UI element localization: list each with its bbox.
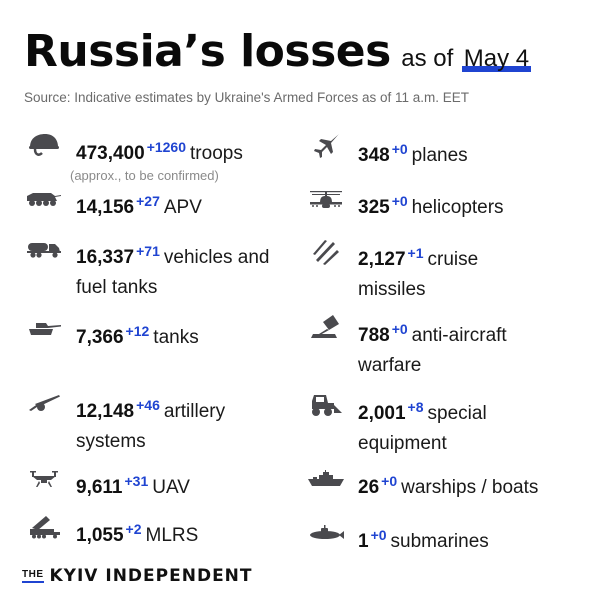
helmet-icon [24, 132, 64, 158]
stat-helicopters: 325 +0 helicopters [306, 186, 504, 223]
title-main: Russia’s losses [24, 26, 391, 77]
stat-vehicles: 16,337 +71 vehicles and fuel tanks [24, 236, 270, 303]
title-prefix: as of [401, 45, 454, 72]
stat-troops: 473,400 +1260 troops (approx., to be confi… [24, 132, 243, 183]
stat-submarines: 1 +0 submarines [306, 520, 489, 557]
troops-note: (approx., to be confirmed) [70, 168, 219, 183]
tank-icon [24, 316, 64, 342]
anti-aircraft-icon [306, 314, 346, 340]
artillery-icon [24, 390, 64, 416]
apv-icon [24, 186, 64, 212]
plane-icon [306, 134, 346, 160]
stat-artillery: 12,148 +46 artillery systems [24, 390, 225, 457]
stat-anti-aircraft: 788 +0 anti-aircraft warfare [306, 314, 507, 381]
title-date: May 4 [461, 45, 532, 72]
stat-mlrs: 1,055 +2 MLRS [24, 514, 198, 551]
submarine-icon [306, 520, 346, 546]
bulldozer-icon [306, 392, 346, 418]
source-note: Source: Indicative estimates by Ukraine'… [24, 90, 470, 105]
stat-tanks: 7,366 +12 tanks [24, 316, 199, 353]
stat-warships: 26 +0 warships / boats [306, 466, 538, 503]
page-title: Russia’s losses as of May 4 [24, 26, 532, 77]
warship-icon [306, 466, 346, 492]
fuel-truck-icon [24, 236, 64, 262]
brand-name: KYIV INDEPENDENT [49, 566, 253, 586]
helicopter-icon [306, 186, 346, 212]
stat-uav: 9,611 +31 UAV [24, 466, 190, 503]
brand-the: THE [22, 569, 44, 583]
stat-special-equipment: 2,001 +8 special equipment [306, 392, 487, 459]
drone-icon [24, 466, 64, 492]
missile-icon [306, 238, 346, 265]
stat-planes: 348 +0 planes [306, 134, 468, 171]
brand-logo: THE KYIV INDEPENDENT [22, 566, 253, 586]
stat-apv: 14,156 +27 APV [24, 186, 202, 223]
stat-missiles: 2,127 +1 cruise missiles [306, 238, 478, 305]
mlrs-icon [24, 514, 64, 540]
